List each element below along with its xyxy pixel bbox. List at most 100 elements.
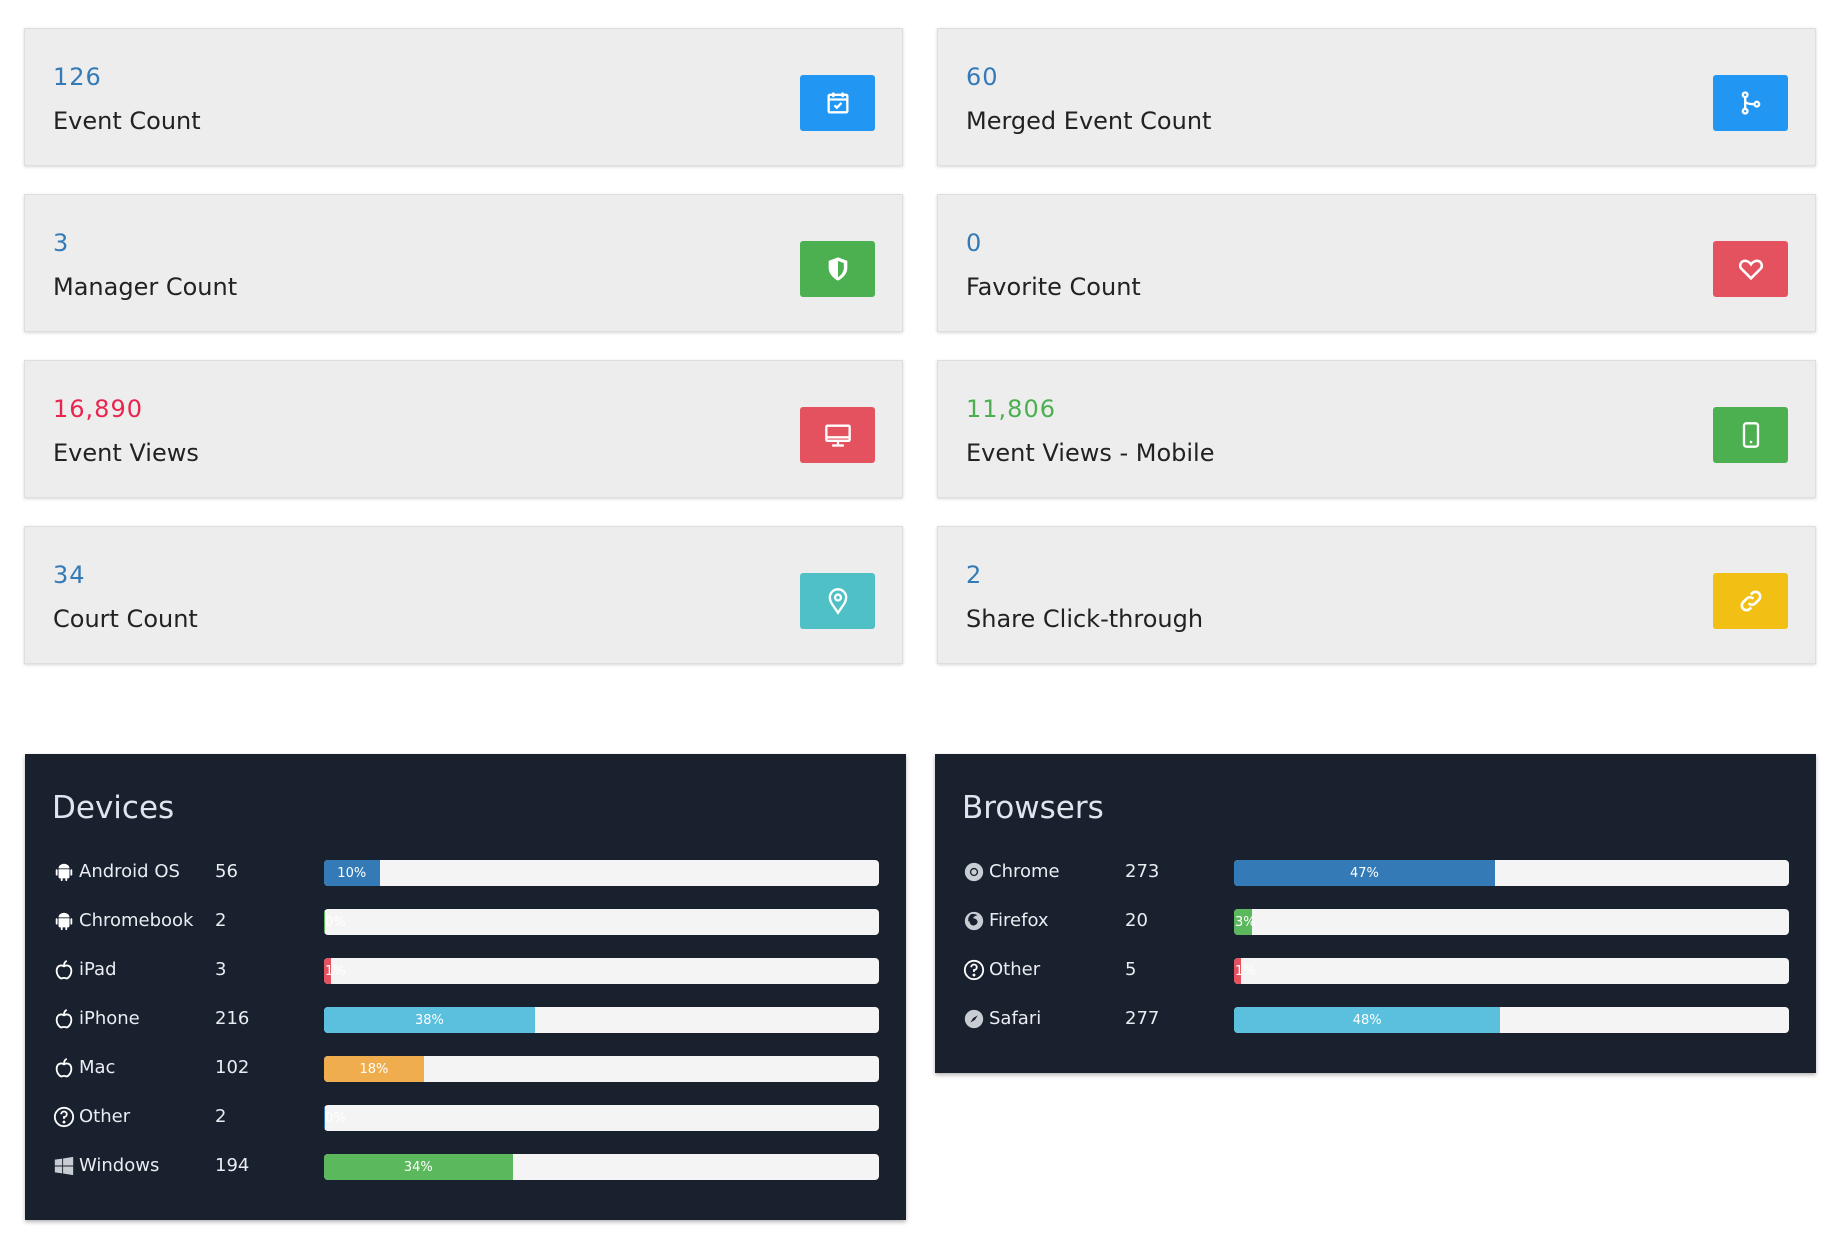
apple-icon	[52, 958, 76, 982]
stat-icon-box	[1713, 407, 1788, 463]
device-count: 102	[215, 1057, 250, 1078]
device-count: 56	[215, 861, 238, 882]
device-row-chromebook: Chromebook 2 0%	[52, 896, 879, 945]
windows-icon	[52, 1154, 76, 1178]
browser-row-chrome: Chrome 273 47%	[962, 847, 1789, 896]
device-count: 194	[215, 1155, 250, 1176]
android-icon	[52, 860, 76, 884]
device-name: iPhone	[79, 1008, 140, 1029]
stat-card-manager-count[interactable]: 3 Manager Count	[24, 194, 903, 332]
heart-icon	[1738, 259, 1763, 281]
question-circle-icon	[52, 1105, 76, 1129]
stat-value: 126	[53, 63, 102, 91]
stat-label: Event Views - Mobile	[966, 439, 1215, 467]
progress-bar: 34%	[324, 1154, 879, 1180]
stat-card-event-views-mobile[interactable]: 11,806 Event Views - Mobile	[937, 360, 1816, 498]
progress-bar: 10%	[324, 860, 879, 886]
stat-value: 3	[53, 229, 70, 257]
browser-row-safari: Safari 277 48%	[962, 994, 1789, 1043]
stat-label: Court Count	[53, 605, 198, 633]
progress-fill: 0%	[324, 1105, 346, 1131]
stat-value: 0	[966, 229, 983, 257]
mobile-icon	[1742, 422, 1759, 448]
browser-name: Other	[989, 959, 1041, 980]
device-name: Windows	[79, 1155, 160, 1176]
stat-value: 11,806	[966, 395, 1056, 423]
stat-card-court-count[interactable]: 34 Court Count	[24, 526, 903, 664]
stat-card-event-views[interactable]: 16,890 Event Views	[24, 360, 903, 498]
browser-list: Chrome 273 47% Firefox 20 3% Other 5 1% Safari 277…	[962, 847, 1789, 1043]
map-pin-icon	[828, 588, 847, 615]
progress-fill: 0%	[324, 909, 346, 935]
stat-value: 2	[966, 561, 983, 589]
stat-card-share-click-through[interactable]: 2 Share Click-through	[937, 526, 1816, 664]
progress-fill: 47%	[1234, 860, 1495, 886]
panel-title: Browsers	[962, 790, 1104, 826]
browser-name: Safari	[989, 1008, 1042, 1029]
calendar-check-icon	[827, 92, 848, 114]
android-icon	[52, 909, 76, 933]
apple-icon	[52, 1007, 76, 1031]
browser-count: 277	[1125, 1008, 1160, 1029]
question-circle-icon	[962, 958, 986, 982]
device-row-other: Other 2 0%	[52, 1092, 879, 1141]
progress-fill: 1%	[324, 958, 346, 984]
browser-count: 273	[1125, 861, 1160, 882]
stat-icon-box	[1713, 75, 1788, 131]
stat-value: 60	[966, 63, 999, 91]
progress-bar: 0%	[324, 1105, 879, 1131]
stat-icon-box	[1713, 573, 1788, 629]
stat-card-event-count[interactable]: 126 Event Count	[24, 28, 903, 166]
stat-icon-box	[800, 241, 875, 297]
progress-fill: 3%	[1234, 909, 1256, 935]
stat-card-favorite-count[interactable]: 0 Favorite Count	[937, 194, 1816, 332]
device-row-mac: Mac 102 18%	[52, 1043, 879, 1092]
stat-value: 16,890	[53, 395, 143, 423]
stat-label: Event Views	[53, 439, 199, 467]
device-row-windows: Windows 194 34%	[52, 1141, 879, 1190]
progress-bar: 38%	[324, 1007, 879, 1033]
progress-fill: 48%	[1234, 1007, 1501, 1033]
firefox-icon	[962, 909, 986, 933]
browser-name: Chrome	[989, 861, 1060, 882]
chrome-icon	[962, 860, 986, 884]
device-name: Chromebook	[79, 910, 194, 931]
browsers-panel: Browsers Chrome 273 47% Firefox 20 3% Other 5 1%…	[935, 754, 1816, 1073]
progress-bar: 1%	[324, 958, 879, 984]
stat-label: Merged Event Count	[966, 107, 1212, 135]
progress-bar: 47%	[1234, 860, 1789, 886]
stat-label: Manager Count	[53, 273, 238, 301]
stat-icon-box	[800, 75, 875, 131]
stat-icon-box	[800, 573, 875, 629]
device-list: Android OS 56 10% Chromebook 2 0% iPad 3 1% iPhon…	[52, 847, 879, 1190]
stats-grid: 126 Event Count 60 Merged Event Count 3 …	[24, 28, 1816, 664]
stat-icon-box	[1713, 241, 1788, 297]
apple-icon	[52, 1056, 76, 1080]
stat-icon-box	[800, 407, 875, 463]
browser-row-firefox: Firefox 20 3%	[962, 896, 1789, 945]
progress-fill: 18%	[324, 1056, 424, 1082]
device-row-iphone: iPhone 216 38%	[52, 994, 879, 1043]
device-count: 216	[215, 1008, 250, 1029]
device-count: 2	[215, 1106, 227, 1127]
device-count: 3	[215, 959, 227, 980]
device-name: Other	[79, 1106, 131, 1127]
device-count: 2	[215, 910, 227, 931]
device-name: iPad	[79, 959, 117, 980]
progress-fill: 38%	[324, 1007, 535, 1033]
stat-label: Event Count	[53, 107, 201, 135]
shield-icon	[828, 257, 847, 281]
progress-bar: 48%	[1234, 1007, 1789, 1033]
browser-name: Firefox	[989, 910, 1049, 931]
device-name: Android OS	[79, 861, 180, 882]
stat-label: Share Click-through	[966, 605, 1204, 633]
link-icon	[1740, 590, 1761, 612]
device-name: Mac	[79, 1057, 116, 1078]
device-row-android-os: Android OS 56 10%	[52, 847, 879, 896]
stat-card-merged-event-count[interactable]: 60 Merged Event Count	[937, 28, 1816, 166]
progress-bar: 1%	[1234, 958, 1789, 984]
progress-bar: 0%	[324, 909, 879, 935]
browser-count: 5	[1125, 959, 1137, 980]
code-branch-icon	[1741, 91, 1760, 115]
desktop-icon	[824, 424, 851, 447]
